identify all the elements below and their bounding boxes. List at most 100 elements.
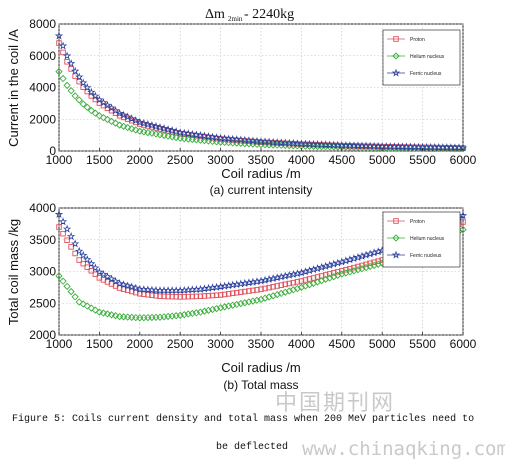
chart-b-data-point bbox=[127, 282, 136, 291]
chart-b-data-point bbox=[201, 293, 208, 299]
chart-b-data-point bbox=[302, 277, 309, 283]
chart-a-data-point bbox=[64, 59, 70, 65]
chart-a-data-point bbox=[135, 117, 144, 126]
chart-b-legend-marker bbox=[393, 218, 399, 224]
chart-a-data-point bbox=[116, 113, 123, 119]
chart-a-x-tick-label: 1500 bbox=[86, 153, 113, 167]
chart-a-data-point bbox=[55, 67, 63, 76]
watermark-url: www.chinaqking.com bbox=[302, 438, 505, 460]
chart-b-data-point bbox=[116, 285, 123, 291]
chart-b-data-point bbox=[115, 279, 124, 288]
figure-caption-line-2: be deflected bbox=[216, 441, 288, 453]
chart-b-data-point bbox=[200, 307, 209, 315]
chart-a-x-tick-label: 3500 bbox=[248, 153, 275, 167]
chart-b-data-point bbox=[265, 293, 273, 301]
chart-b-data-point bbox=[358, 265, 366, 273]
chart-b-data-point bbox=[169, 293, 175, 300]
chart-a-data-point bbox=[128, 125, 136, 133]
chart-a-data-point bbox=[168, 133, 176, 141]
chart-b-legend-marker bbox=[392, 234, 400, 242]
chart-b-data-point bbox=[193, 293, 200, 300]
chart-b-data-point bbox=[83, 302, 91, 310]
chart-b-data-point bbox=[185, 293, 192, 300]
chart-b-x-tick-label: 3000 bbox=[207, 337, 234, 351]
chart-a-data-point bbox=[139, 118, 149, 127]
chart-a-data-point bbox=[75, 72, 84, 81]
chart-b-data-point bbox=[128, 288, 135, 295]
chart-a-legend-label: Helium nucleus bbox=[410, 54, 445, 60]
chart-a-data-point bbox=[71, 92, 79, 100]
chart-b-data-point bbox=[217, 292, 224, 298]
chart-b-y-tick-label: 2500 bbox=[29, 296, 56, 310]
chart-b-data-point bbox=[225, 302, 233, 310]
chart-a-data-point bbox=[167, 126, 177, 135]
chart-b-x-tick-label: 5000 bbox=[369, 337, 396, 351]
chart-b-data-point bbox=[62, 224, 72, 233]
chart-b-data-point bbox=[346, 268, 354, 276]
chart-a-legend-marker bbox=[393, 36, 399, 42]
chart-a-data-point bbox=[180, 128, 189, 137]
chart-b-data-point bbox=[342, 269, 350, 277]
chart-a-y-tick-label: 8000 bbox=[29, 17, 56, 31]
chart-b-data-point bbox=[95, 267, 104, 276]
chart-b-data-point bbox=[367, 260, 373, 267]
chart-b-legend: Proton Helium nucleus Ferric nucleus bbox=[382, 211, 461, 268]
chart-a-y-ticks: 0 2000 4000 6000 8000 bbox=[29, 17, 56, 158]
chart-b-data-point bbox=[76, 257, 82, 263]
chart-b-data-point bbox=[177, 294, 183, 300]
chart-a-y-tick-label: 2000 bbox=[29, 112, 56, 126]
chart-b-data-point bbox=[261, 294, 269, 302]
chart-a-data-point bbox=[188, 129, 197, 138]
chart-a-y-axis-label: Current in the coil /A bbox=[6, 29, 21, 147]
chart-a-data-point bbox=[176, 128, 185, 137]
chart-b-y-ticks: 2000 2500 3000 3500 4000 bbox=[29, 201, 56, 342]
chart-b-data-point bbox=[95, 308, 104, 316]
chart-a-data-point bbox=[79, 78, 88, 87]
chart-a-data-point bbox=[111, 119, 120, 127]
chart-b-data-point bbox=[208, 305, 217, 314]
chart-b-data-point bbox=[196, 308, 205, 316]
chart-b-data-point bbox=[55, 272, 63, 280]
chart-b-data-point bbox=[120, 286, 127, 292]
chart-b-data-point bbox=[459, 225, 467, 234]
chart-b-data-point bbox=[197, 293, 204, 300]
chart-a-data-point bbox=[67, 87, 75, 95]
chart-b-x-ticks: 1000 1500 2000 2500 3000 3500 4000 4500 5000 5500… bbox=[46, 332, 477, 351]
chart-a: 1000 1500 2000 2500 3000 3500 4000 4500 5000 5500… bbox=[6, 17, 477, 197]
chart-a-data-point bbox=[143, 119, 153, 128]
chart-b-data-point bbox=[107, 274, 116, 283]
chart-b-data-point bbox=[229, 301, 237, 309]
chart-b-legend-label: Ferric nucleus bbox=[410, 253, 442, 259]
chart-b-data-point bbox=[181, 294, 187, 300]
chart-b-data-point bbox=[375, 258, 381, 264]
chart-b-x-tick-label: 1000 bbox=[46, 337, 73, 351]
chart-a-legend: Proton Helium nucleus Ferric nucleus bbox=[382, 29, 461, 86]
chart-a-data-point bbox=[144, 128, 152, 137]
chart-a-data-point bbox=[115, 108, 124, 117]
chart-b-x-tick-label: 5500 bbox=[409, 337, 436, 351]
chart-b-data-point bbox=[99, 270, 108, 278]
chart-a-data-point bbox=[111, 106, 120, 115]
chart-a-data-point bbox=[147, 120, 157, 129]
chart-a-x-tick-label: 5500 bbox=[409, 153, 436, 167]
chart-b-data-point bbox=[366, 262, 374, 271]
chart-a-title-main: Δm bbox=[205, 7, 225, 22]
chart-b-data-point bbox=[241, 299, 249, 307]
chart-a-data-point bbox=[148, 129, 156, 137]
chart-b-data-point bbox=[189, 293, 196, 300]
chart-a-data-point bbox=[131, 116, 140, 125]
chart-b-data-point bbox=[79, 250, 88, 259]
chart-b-data-point bbox=[285, 287, 293, 295]
chart-b-data-point bbox=[59, 277, 67, 285]
chart-a-x-tick-label: 2500 bbox=[167, 153, 194, 167]
chart-b-data-point bbox=[335, 269, 341, 275]
chart-a-data-point bbox=[91, 91, 100, 100]
chart-b-data-point bbox=[347, 265, 353, 272]
chart-b-data-point bbox=[153, 293, 159, 299]
chart-a-data-point bbox=[120, 122, 128, 130]
chart-a-data-point bbox=[152, 130, 160, 138]
chart-b-data-point bbox=[70, 239, 80, 248]
chart-b-data-point bbox=[165, 293, 171, 300]
chart-b-data-point bbox=[359, 262, 365, 269]
chart-b-x-tick-label: 4000 bbox=[288, 337, 315, 351]
